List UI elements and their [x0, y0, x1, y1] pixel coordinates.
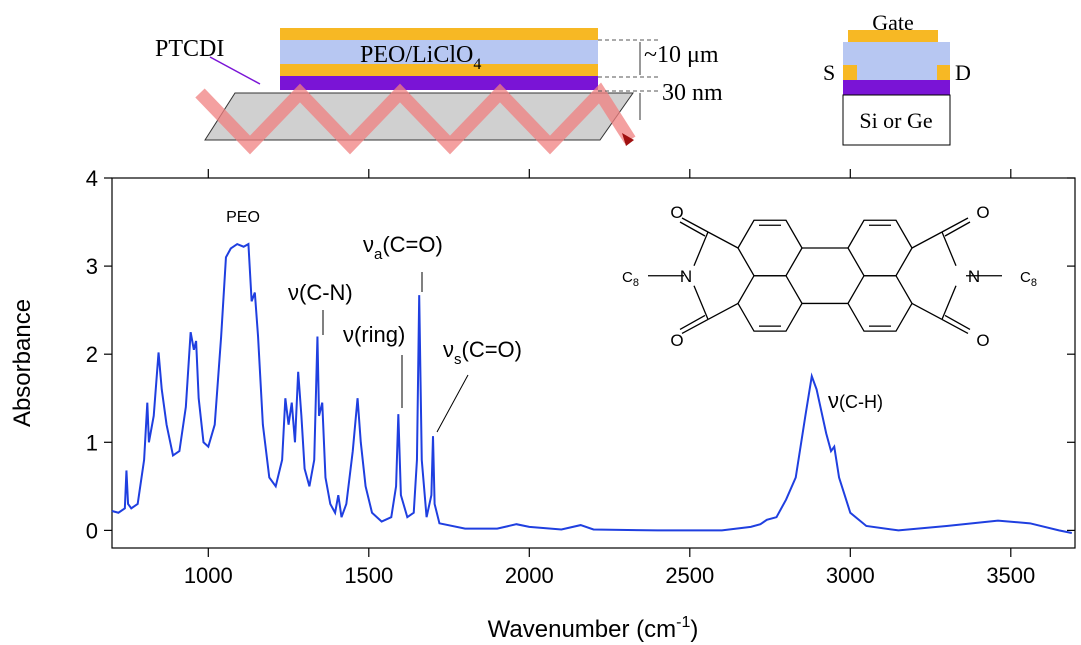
ring: [847, 275, 913, 332]
substrate-label: Si or Ge: [859, 108, 932, 133]
x-tick-label: 2000: [505, 563, 554, 588]
annotation: νs(C=O): [443, 337, 522, 368]
bond: [911, 302, 943, 320]
x-tick-label: 2500: [665, 563, 714, 588]
bond: [941, 285, 957, 320]
atom: O: [670, 203, 683, 222]
bottom-electrode: [280, 64, 598, 76]
bond: [681, 318, 709, 334]
bond: [941, 231, 957, 266]
bond: [707, 231, 739, 249]
bond: [679, 314, 706, 330]
subscript: 8: [633, 277, 639, 289]
ring: [847, 219, 913, 277]
x-tick-label: 1500: [344, 563, 393, 588]
text: (C-N): [299, 280, 353, 305]
gate-label: Gate: [872, 10, 914, 35]
annotations: PEO ν(C-N) ν(ring) νa(C=O) νs(C=O) ν(C-H…: [226, 209, 883, 433]
text: ): [690, 616, 698, 643]
bond: [941, 318, 969, 334]
atom: O: [976, 331, 989, 350]
electrolyte: [843, 42, 950, 80]
bond: [944, 314, 971, 330]
molecule: [648, 217, 1002, 334]
bond: [681, 217, 709, 233]
y-tick-label: 0: [86, 518, 98, 543]
y-axis-label: Absorbance: [9, 299, 36, 427]
text: ν: [828, 388, 839, 413]
bond: [707, 302, 739, 320]
electrolyte-layer: [280, 40, 598, 64]
annotation: νa(C=O): [363, 232, 443, 263]
bond: [679, 221, 706, 237]
text: (C-H): [839, 392, 883, 412]
annotation: ν(C-N): [288, 280, 353, 305]
text: C: [1020, 269, 1031, 286]
substrate: [842, 94, 951, 146]
subscript: a: [374, 246, 383, 263]
device-diagram: PTCDI PEO/LiClO4 ~10 μm 30 nm: [155, 28, 723, 155]
y-tick-label: 3: [86, 254, 98, 279]
plot-frame: [111, 177, 1076, 549]
x-axis-label: Wavenumber (cm-1): [488, 614, 699, 643]
leader: [436, 374, 469, 433]
text: C: [622, 269, 633, 286]
text: Wavenumber (cm: [488, 616, 676, 643]
top-electrode: [280, 28, 598, 40]
ir-beam: [195, 82, 636, 155]
bond: [693, 285, 709, 320]
thickness-label: ~10 μm: [644, 42, 719, 68]
bond: [693, 231, 709, 266]
x-tick-label: 1000: [184, 563, 233, 588]
text: ν: [363, 232, 374, 257]
y-tick-label: 1: [86, 430, 98, 455]
atom: N: [680, 267, 692, 286]
spectrum: [111, 242, 1072, 534]
subscript: s: [454, 351, 462, 368]
text: ν: [288, 280, 299, 305]
ptcdi-layer: [280, 76, 598, 90]
bond: [941, 217, 969, 233]
drain-label: D: [955, 60, 971, 85]
y-tick-label: 4: [86, 166, 98, 191]
atom-labels: O O O O N N C8 C8: [622, 203, 1037, 350]
x-tick-label: 3000: [826, 563, 875, 588]
plot: 0 1 2 3 4 1000 1500 2000 2500 3000 3500: [86, 166, 1075, 588]
gate: [848, 30, 938, 42]
drain: [937, 65, 950, 80]
ring: [737, 219, 803, 277]
transistor-diagram: Gate S D Si or Ge: [823, 10, 971, 146]
atom: N: [968, 267, 980, 286]
beam-arrow: [622, 133, 634, 146]
text: ν: [443, 337, 454, 362]
source: [843, 65, 857, 80]
superscript: -1: [676, 614, 690, 631]
ptcdi-label: PTCDI: [155, 36, 224, 62]
text: (C=O): [462, 337, 523, 362]
source-label: S: [823, 60, 835, 85]
x-tick-label: 3500: [986, 563, 1035, 588]
atom: O: [670, 331, 683, 350]
text: (C=O): [382, 232, 443, 257]
annotation: PEO: [226, 209, 260, 226]
film-label: 30 nm: [662, 80, 723, 106]
electrolyte-label: PEO/LiClO4: [360, 42, 481, 73]
text: PEO/LiClO: [360, 42, 473, 68]
bond: [944, 221, 971, 237]
atom: O: [976, 203, 989, 222]
atom: C8: [1020, 269, 1037, 289]
subscript: 4: [473, 56, 481, 73]
annotation: ν(C-H): [828, 388, 883, 413]
ring: [737, 275, 803, 332]
subscript: 8: [1031, 277, 1037, 289]
text: ν: [343, 322, 354, 347]
annotation: ν(ring): [343, 322, 405, 347]
bond: [911, 231, 943, 249]
ptcdi: [843, 80, 950, 95]
text: (ring): [354, 322, 405, 347]
atom: C8: [622, 269, 639, 289]
y-tick-label: 2: [86, 342, 98, 367]
pointer: [209, 56, 261, 85]
